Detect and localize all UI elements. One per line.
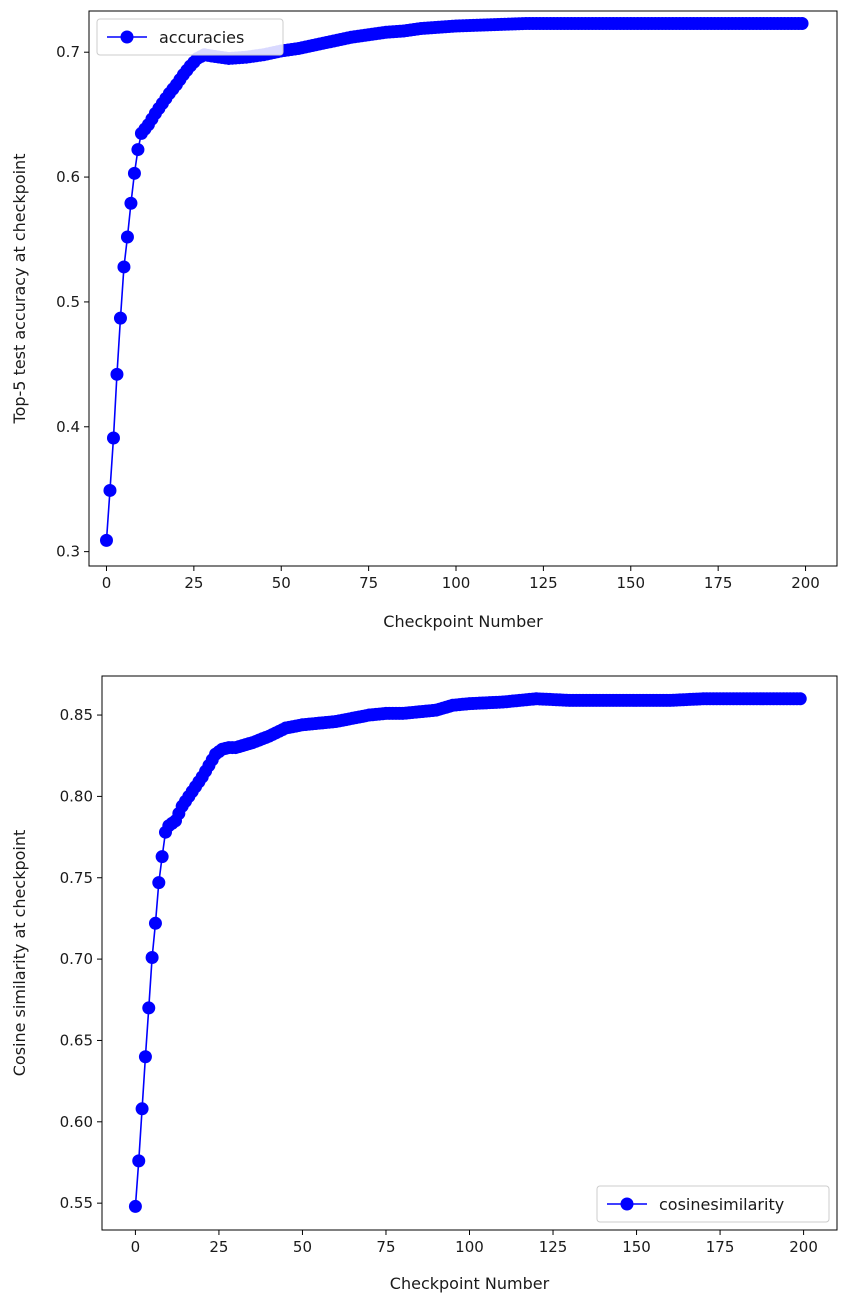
series-line [134, 697, 801, 1207]
y-axis-label: Top-5 test accuracy at checkpoint [10, 154, 29, 425]
legend-marker [620, 1197, 634, 1211]
series-line [105, 22, 803, 541]
legend-box [596, 1185, 830, 1223]
x-tick-label: 25 [184, 574, 203, 592]
x-tick-label: 175 [706, 1238, 735, 1256]
x-axis-label: Checkpoint Number [383, 612, 543, 631]
data-point [793, 692, 807, 706]
y-tick-label: 0.65 [60, 1031, 93, 1049]
y-tick-label: 0.80 [60, 787, 93, 805]
data-point [106, 431, 120, 445]
legend: cosinesimilarity [596, 1185, 830, 1223]
x-tick-label: 125 [539, 1238, 568, 1256]
data-point [117, 260, 131, 274]
x-tick-label: 200 [789, 1238, 818, 1256]
x-tick-label: 0 [102, 574, 112, 592]
data-point [131, 143, 145, 157]
x-tick-label: 200 [791, 574, 820, 592]
legend: accuracies [96, 18, 284, 56]
y-tick-label: 0.7 [56, 43, 80, 61]
legend-label: cosinesimilarity [659, 1195, 784, 1214]
y-tick-label: 0.75 [60, 869, 93, 887]
data-point [135, 1102, 149, 1116]
data-point [120, 230, 134, 244]
data-point [152, 876, 166, 890]
data-point [127, 166, 141, 180]
data-point [110, 367, 124, 381]
x-tick-label: 75 [376, 1238, 395, 1256]
y-tick-label: 0.6 [56, 168, 80, 186]
x-tick-label: 150 [616, 574, 645, 592]
x-tick-label: 50 [272, 574, 291, 592]
y-tick-label: 0.3 [56, 543, 80, 561]
y-tick-label: 0.4 [56, 418, 80, 436]
legend-box [96, 18, 284, 56]
x-axis-label: Checkpoint Number [390, 1274, 550, 1293]
data-point [99, 533, 113, 547]
y-tick-label: 0.5 [56, 293, 80, 311]
x-tick-label: 175 [704, 574, 733, 592]
legend-label: accuracies [159, 28, 244, 47]
data-point [113, 311, 127, 325]
data-point [128, 1199, 142, 1213]
data-point [155, 850, 169, 864]
x-tick-label: 50 [293, 1238, 312, 1256]
series-markers [99, 16, 809, 547]
y-axis-label: Cosine similarity at checkpoint [10, 830, 29, 1077]
data-point [145, 950, 159, 964]
data-point [124, 196, 138, 210]
data-point [103, 483, 117, 497]
accuracy-chart: 0 25 50 75 100 125 150 175 200 0.3 0.4 0.5 0.6 0.7 Che… [10, 10, 838, 631]
x-tick-label: 0 [131, 1238, 141, 1256]
x-tick-label: 150 [622, 1238, 651, 1256]
x-tick-label: 25 [209, 1238, 228, 1256]
data-point [148, 916, 162, 930]
series-markers [128, 692, 807, 1213]
y-tick-label: 0.60 [60, 1113, 93, 1131]
plot-frame [88, 10, 838, 567]
x-tick-label: 100 [455, 1238, 484, 1256]
x-tick-label: 75 [359, 574, 378, 592]
x-tick-label: 125 [529, 574, 558, 592]
data-point [138, 1050, 152, 1064]
x-tick-label: 100 [442, 574, 471, 592]
y-tick-label: 0.85 [60, 706, 93, 724]
legend-marker [120, 30, 134, 44]
data-point [795, 16, 809, 30]
y-tick-label: 0.55 [60, 1194, 93, 1212]
y-tick-label: 0.70 [60, 950, 93, 968]
data-point [142, 1001, 156, 1015]
cosine-similarity-chart: 0 25 50 75 100 125 150 175 200 0.55 0.60 0.65 0.70 0.… [10, 675, 838, 1293]
data-point [132, 1154, 146, 1168]
